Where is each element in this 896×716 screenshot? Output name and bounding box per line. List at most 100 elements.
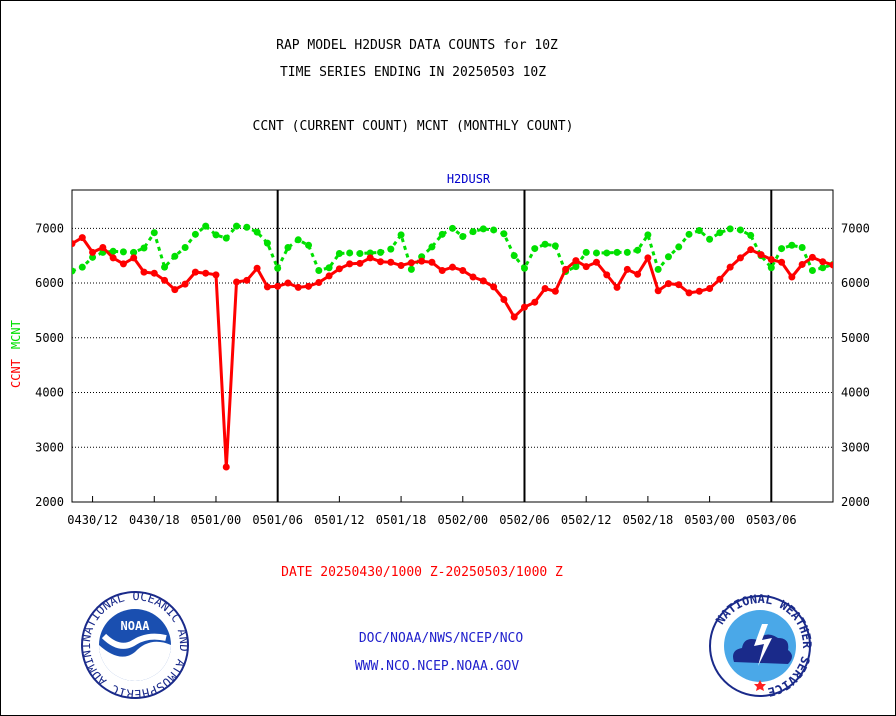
data-point-ccnt xyxy=(541,285,549,293)
series-line-ccnt xyxy=(72,235,833,468)
data-point-ccnt xyxy=(418,257,426,265)
y-axis-label-ccnt: CCNT xyxy=(9,359,23,388)
data-point-ccnt xyxy=(202,269,210,277)
data-point-mcnt xyxy=(243,223,251,231)
data-point-ccnt xyxy=(407,259,415,267)
data-point-mcnt xyxy=(315,266,323,274)
data-point-ccnt xyxy=(778,258,786,266)
data-point-mcnt xyxy=(726,225,734,233)
data-point-mcnt xyxy=(644,231,652,239)
y-axis-label-mcnt: MCNT xyxy=(9,320,23,349)
x-tick-label: 0501/06 xyxy=(252,513,303,527)
data-point-mcnt xyxy=(222,234,230,242)
data-point-ccnt xyxy=(736,254,744,262)
data-point-mcnt xyxy=(366,249,374,257)
data-point-ccnt xyxy=(233,278,241,286)
org-label: DOC/NOAA/NWS/NCEP/NCO xyxy=(358,631,524,646)
data-point-ccnt xyxy=(428,258,436,266)
data-point-mcnt xyxy=(634,246,642,254)
data-point-ccnt xyxy=(315,279,323,287)
data-point-ccnt xyxy=(675,281,683,289)
data-point-mcnt xyxy=(438,230,446,238)
data-point-mcnt xyxy=(78,263,86,271)
data-point-mcnt xyxy=(191,230,199,238)
data-point-mcnt xyxy=(490,226,498,234)
data-point-ccnt xyxy=(243,276,251,284)
data-point-mcnt xyxy=(675,243,683,251)
data-point-mcnt xyxy=(377,248,385,256)
y-tick-label-left: 2000 xyxy=(35,495,64,509)
y-tick-label-left: 7000 xyxy=(35,221,64,235)
data-point-mcnt xyxy=(212,231,220,239)
data-point-mcnt xyxy=(171,252,179,260)
data-point-ccnt xyxy=(664,280,672,288)
data-point-ccnt xyxy=(346,260,354,268)
data-point-ccnt xyxy=(695,287,703,295)
data-point-mcnt xyxy=(89,253,97,261)
data-point-ccnt xyxy=(510,313,518,321)
data-point-mcnt xyxy=(541,240,549,248)
data-point-mcnt xyxy=(510,252,518,260)
data-point-ccnt xyxy=(387,258,395,266)
website-link[interactable]: WWW.NCO.NCEP.NOAA.GOV xyxy=(354,659,520,674)
header-subtitle: CCNT (CURRENT COUNT) MCNT (MONTHLY COUNT… xyxy=(252,119,574,134)
data-point-mcnt xyxy=(263,239,271,247)
data-point-ccnt xyxy=(490,283,498,291)
data-point-mcnt xyxy=(130,248,138,256)
data-point-ccnt xyxy=(808,253,816,261)
data-point-ccnt xyxy=(377,258,385,266)
x-tick-label: 0502/00 xyxy=(437,513,488,527)
data-point-ccnt xyxy=(140,268,148,276)
x-tick-label: 0502/18 xyxy=(623,513,674,527)
data-point-ccnt xyxy=(161,276,169,284)
data-point-ccnt xyxy=(325,272,333,280)
data-point-ccnt xyxy=(212,271,220,279)
data-point-mcnt xyxy=(161,263,169,271)
data-point-ccnt xyxy=(469,273,477,281)
data-point-mcnt xyxy=(325,264,333,272)
data-point-ccnt xyxy=(829,261,833,269)
data-point-mcnt xyxy=(664,253,672,261)
data-point-ccnt xyxy=(294,283,302,291)
data-point-mcnt xyxy=(109,247,117,255)
data-point-ccnt xyxy=(72,240,76,248)
data-point-ccnt xyxy=(623,265,631,273)
y-tick-label-right: 2000 xyxy=(841,495,870,509)
noaa-logo: NOAA NATIONAL OCEANIC AND ATMOSPHERIC AD… xyxy=(80,590,190,700)
data-point-ccnt xyxy=(479,277,487,285)
data-point-ccnt xyxy=(356,259,364,267)
data-point-mcnt xyxy=(150,229,158,237)
data-point-ccnt xyxy=(767,256,775,264)
y-axis-label: CCNT MCNT xyxy=(9,320,23,388)
data-point-ccnt xyxy=(520,303,528,311)
data-point-mcnt xyxy=(500,230,508,238)
data-point-ccnt xyxy=(335,265,343,273)
data-point-mcnt xyxy=(181,243,189,251)
data-point-mcnt xyxy=(428,243,436,251)
data-point-ccnt xyxy=(654,287,662,295)
data-point-mcnt xyxy=(788,241,796,249)
data-point-ccnt xyxy=(191,268,199,276)
data-point-ccnt xyxy=(788,273,796,281)
header-title-line2: TIME SERIES ENDING IN 20250503 10Z xyxy=(279,65,547,80)
data-point-mcnt xyxy=(407,265,415,273)
data-point-mcnt xyxy=(551,242,559,250)
y-tick-label-right: 7000 xyxy=(841,221,870,235)
data-point-ccnt xyxy=(438,266,446,274)
data-point-mcnt xyxy=(572,263,580,271)
data-point-ccnt xyxy=(366,254,374,262)
data-point-ccnt xyxy=(531,298,539,306)
data-point-ccnt xyxy=(284,279,292,287)
x-tick-label: 0502/06 xyxy=(499,513,550,527)
data-point-ccnt xyxy=(263,283,271,291)
data-point-mcnt xyxy=(531,245,539,253)
data-point-mcnt xyxy=(140,244,148,252)
y-tick-label-left: 4000 xyxy=(35,386,64,400)
data-point-mcnt xyxy=(387,245,395,253)
data-point-ccnt xyxy=(459,266,467,274)
data-point-ccnt xyxy=(757,251,765,259)
data-point-mcnt xyxy=(449,224,456,232)
data-point-mcnt xyxy=(695,227,703,235)
data-point-ccnt xyxy=(130,254,138,262)
y-tick-label-left: 6000 xyxy=(35,276,64,290)
